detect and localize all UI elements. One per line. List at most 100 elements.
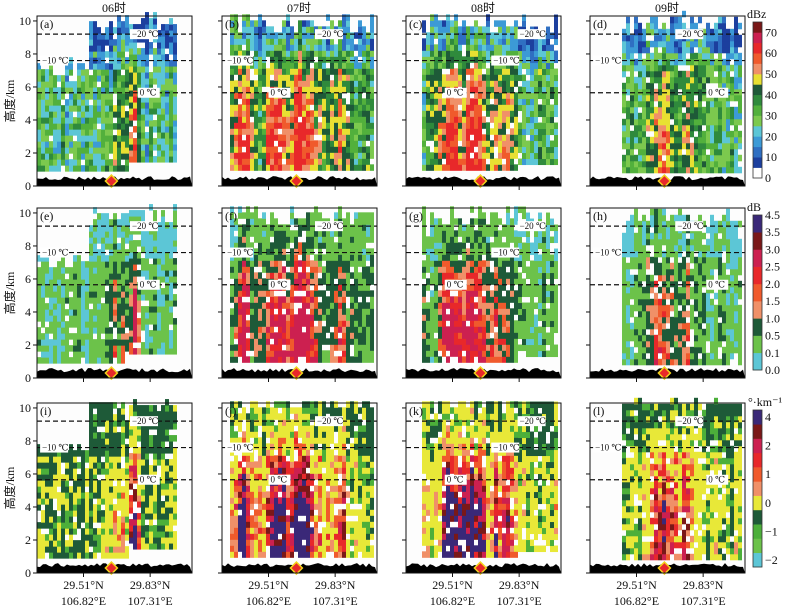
echo-cell xyxy=(338,62,342,69)
echo-cell xyxy=(542,57,546,64)
echo-cell xyxy=(458,260,462,267)
echo-cell xyxy=(93,327,97,334)
echo-cell xyxy=(426,38,430,45)
echo-cell xyxy=(426,164,430,171)
echo-cell xyxy=(474,104,478,111)
echo-cell xyxy=(494,86,498,93)
echo-cell xyxy=(161,108,165,115)
echo-cell xyxy=(282,44,286,51)
echo-cell xyxy=(145,138,149,145)
echo-cell xyxy=(422,338,426,345)
echo-cell xyxy=(670,89,674,96)
echo-cell xyxy=(149,132,153,139)
echo-cell xyxy=(434,260,438,267)
echo-cell xyxy=(310,164,314,171)
echo-cell xyxy=(282,164,286,171)
echo-cell xyxy=(346,164,350,171)
echo-cell xyxy=(550,63,554,69)
echo-cell xyxy=(149,102,153,109)
echo-cell xyxy=(53,147,57,154)
echo-cell xyxy=(266,158,270,165)
echo-cell xyxy=(129,210,133,217)
echo-cell xyxy=(510,80,514,87)
echo-cell xyxy=(85,135,89,142)
echo-cell xyxy=(145,318,149,325)
echo-cell xyxy=(646,125,650,131)
echo-cell xyxy=(77,165,81,172)
echo-cell xyxy=(706,65,710,72)
echo-cell xyxy=(686,143,690,150)
echo-cell xyxy=(370,104,374,111)
echo-cell xyxy=(250,296,254,303)
echo-cell xyxy=(346,260,350,267)
echo-cell xyxy=(242,110,246,117)
echo-cell xyxy=(294,314,298,321)
echo-cell xyxy=(434,224,438,231)
echo-cell xyxy=(258,332,262,339)
echo-cell xyxy=(254,146,258,153)
echo-cell xyxy=(246,278,250,285)
echo-cell xyxy=(462,356,466,363)
echo-cell xyxy=(446,122,450,129)
echo-cell xyxy=(678,41,682,48)
echo-cell xyxy=(506,74,510,81)
echo-cell xyxy=(670,137,674,144)
echo-cell xyxy=(37,291,41,298)
echo-cell xyxy=(318,356,322,363)
echo-cell xyxy=(318,98,322,105)
echo-cell xyxy=(706,155,710,162)
echo-cell xyxy=(53,303,57,310)
echo-cell xyxy=(234,116,238,123)
echo-cell xyxy=(109,75,113,82)
echo-cell xyxy=(434,20,438,27)
echo-cell xyxy=(634,143,638,150)
echo-cell xyxy=(514,128,518,135)
echo-cell xyxy=(37,75,41,82)
echo-cell xyxy=(362,152,366,159)
echo-cell xyxy=(254,302,258,309)
echo-cell xyxy=(97,303,101,310)
echo-cell xyxy=(165,30,169,37)
echo-cell xyxy=(510,86,514,93)
echo-cell xyxy=(69,285,73,292)
echo-cell xyxy=(234,128,238,135)
echo-cell xyxy=(502,86,506,93)
echo-cell xyxy=(69,345,73,352)
echo-cell xyxy=(290,356,294,363)
echo-cell xyxy=(173,48,177,55)
echo-cell xyxy=(117,135,121,142)
echo-cell xyxy=(121,213,125,220)
echo-cell xyxy=(105,351,109,358)
echo-cell xyxy=(646,65,650,72)
echo-cell xyxy=(670,143,674,150)
echo-cell xyxy=(57,291,61,298)
echo-cell xyxy=(294,86,298,93)
echo-cell xyxy=(270,326,274,333)
echo-cell xyxy=(502,20,506,27)
echo-cell xyxy=(422,56,426,63)
echo-cell xyxy=(246,266,250,273)
echo-cell xyxy=(438,50,442,57)
echo-cell xyxy=(97,159,101,166)
echo-cell xyxy=(714,23,718,30)
echo-cell xyxy=(466,302,470,309)
echo-cell xyxy=(137,48,141,55)
echo-cell xyxy=(246,344,250,351)
echo-cell xyxy=(450,236,454,243)
echo-cell xyxy=(322,98,326,105)
echo-cell xyxy=(125,321,129,328)
echo-cell xyxy=(342,236,346,243)
echo-cell xyxy=(354,296,358,303)
echo-cell xyxy=(422,290,426,297)
echo-cell xyxy=(490,158,494,165)
echo-cell xyxy=(105,339,109,346)
echo-cell xyxy=(266,44,270,51)
echo-cell xyxy=(526,93,530,100)
echo-cell xyxy=(506,32,510,39)
echo-cell xyxy=(334,254,338,260)
echo-cell xyxy=(538,75,542,82)
echo-cell xyxy=(462,290,466,297)
echo-cell xyxy=(370,212,374,219)
echo-cell xyxy=(498,134,502,141)
echo-cell xyxy=(334,110,338,117)
